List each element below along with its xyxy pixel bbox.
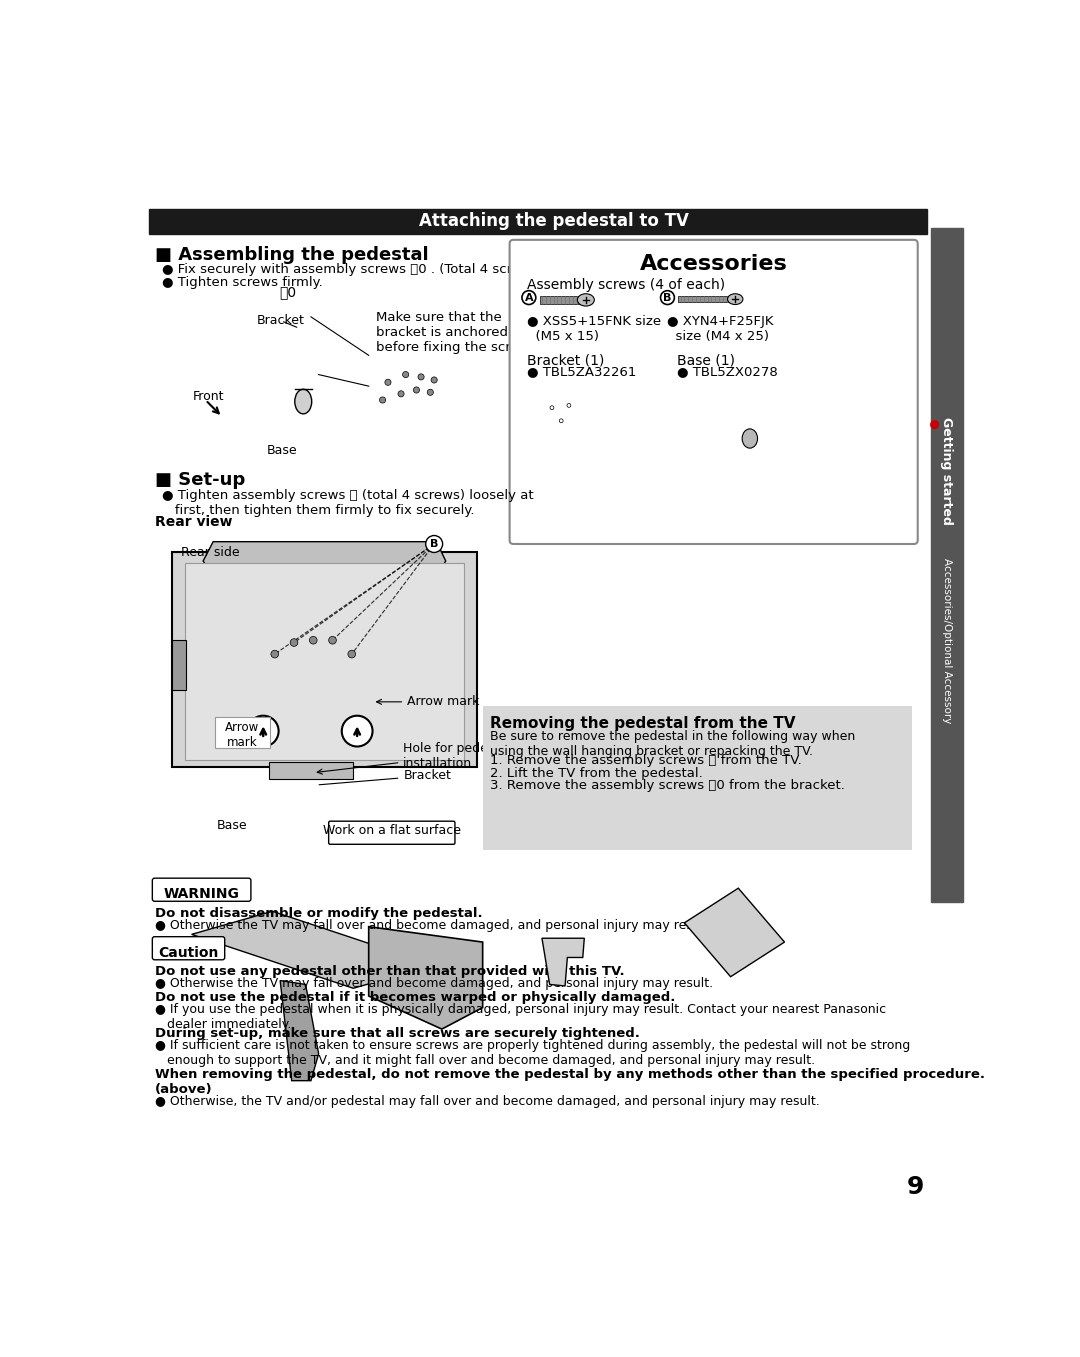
Text: ● Otherwise, the TV and/or pedestal may fall over and become damaged, and person: ● Otherwise, the TV and/or pedestal may … (154, 1095, 820, 1107)
Ellipse shape (578, 293, 594, 307)
Circle shape (418, 373, 424, 380)
Text: ● TBL5ZA32261: ● TBL5ZA32261 (527, 365, 636, 379)
Circle shape (397, 391, 404, 396)
FancyBboxPatch shape (152, 936, 225, 959)
Text: During set-up, make sure that all screws are securely tightened.: During set-up, make sure that all screws… (154, 1027, 639, 1039)
Text: B: B (430, 539, 438, 550)
Text: Do not disassemble or modify the pedestal.: Do not disassemble or modify the pedesta… (154, 906, 483, 920)
Text: 9: 9 (907, 1175, 924, 1200)
Circle shape (247, 715, 279, 746)
Bar (173, 641, 186, 691)
Bar (173, 552, 476, 767)
Text: Be sure to remove the pedestal in the following way when
using the wall hanging : Be sure to remove the pedestal in the fo… (490, 730, 855, 757)
Polygon shape (685, 889, 784, 977)
Bar (186, 563, 464, 760)
Text: Work on a flat surface: Work on a flat surface (323, 824, 461, 836)
Circle shape (559, 419, 563, 423)
Circle shape (426, 536, 443, 552)
Circle shape (341, 715, 373, 746)
Circle shape (522, 290, 536, 304)
Text: ● Fix securely with assembly screws ␰0 . (Total 4 screws): ● Fix securely with assembly screws ␰0 .… (162, 263, 543, 275)
Circle shape (384, 379, 391, 385)
Polygon shape (191, 912, 434, 988)
Text: Getting started: Getting started (941, 417, 954, 525)
FancyBboxPatch shape (328, 821, 455, 844)
Text: Accessories/Optional Accessory: Accessories/Optional Accessory (942, 558, 951, 723)
Text: Base (1): Base (1) (677, 354, 734, 368)
Text: Make sure that the
bracket is anchored
before fixing the screws.: Make sure that the bracket is anchored b… (377, 311, 541, 354)
Text: A: A (525, 293, 534, 303)
Text: Assembly screws (4 of each): Assembly screws (4 of each) (527, 278, 725, 292)
Text: 2. Lift the TV from the pedestal.: 2. Lift the TV from the pedestal. (490, 767, 703, 779)
Circle shape (348, 650, 355, 658)
Circle shape (431, 377, 437, 383)
Ellipse shape (742, 429, 757, 448)
Text: ● XYN4+F25FJK
  size (M4 x 25): ● XYN4+F25FJK size (M4 x 25) (667, 315, 774, 342)
Text: ● If sufficient care is not taken to ensure screws are properly tightened during: ● If sufficient care is not taken to ens… (154, 1039, 909, 1067)
Bar (215, 718, 270, 748)
Polygon shape (542, 938, 584, 987)
Text: ● Tighten screws firmly.: ● Tighten screws firmly. (162, 275, 323, 289)
Text: 3. Remove the assembly screws ␰0 from the bracket.: 3. Remove the assembly screws ␰0 from th… (490, 779, 846, 792)
Circle shape (309, 636, 318, 645)
Circle shape (414, 387, 419, 394)
Text: Bracket: Bracket (319, 769, 451, 784)
Text: ● Otherwise the TV may fall over and become damaged, and personal injury may res: ● Otherwise the TV may fall over and bec… (154, 919, 713, 932)
Text: ■ Assembling the pedestal: ■ Assembling the pedestal (154, 246, 429, 265)
Text: Front: Front (193, 389, 225, 403)
Circle shape (567, 403, 571, 407)
Text: Attaching the pedestal to TV: Attaching the pedestal to TV (419, 212, 688, 231)
Text: 1. Remove the assembly screws Ⓑ from the TV.: 1. Remove the assembly screws Ⓑ from the… (490, 754, 802, 767)
Ellipse shape (728, 293, 743, 304)
Bar (483, 706, 913, 851)
Bar (149, 209, 927, 233)
Text: ● Otherwise the TV may fall over and become damaged, and personal injury may res: ● Otherwise the TV may fall over and bec… (154, 977, 713, 991)
Circle shape (428, 389, 433, 395)
Circle shape (379, 396, 386, 403)
Bar (678, 296, 733, 303)
Text: Bracket: Bracket (257, 315, 305, 327)
Circle shape (931, 421, 939, 429)
Circle shape (271, 650, 279, 658)
Text: Rear side: Rear side (180, 547, 240, 559)
Polygon shape (203, 541, 446, 578)
Polygon shape (280, 981, 319, 1080)
Text: ● TBL5ZX0278: ● TBL5ZX0278 (677, 365, 778, 379)
Text: Caution: Caution (159, 946, 219, 959)
Bar (269, 761, 353, 779)
FancyBboxPatch shape (510, 240, 918, 544)
Polygon shape (261, 560, 395, 604)
Text: Bracket (1): Bracket (1) (527, 354, 604, 368)
Polygon shape (368, 927, 483, 1029)
Bar (540, 296, 584, 304)
Text: WARNING: WARNING (164, 887, 240, 901)
Circle shape (403, 372, 408, 377)
Text: Do not use any pedestal other than that provided with this TV.: Do not use any pedestal other than that … (154, 965, 624, 978)
FancyBboxPatch shape (152, 878, 251, 901)
Ellipse shape (295, 389, 312, 414)
Circle shape (550, 406, 554, 410)
Bar (931, 228, 963, 902)
Circle shape (328, 636, 336, 645)
Text: Arrow mark: Arrow mark (377, 695, 480, 708)
Text: ␰0: ␰0 (280, 285, 296, 299)
Text: B: B (663, 293, 672, 303)
Text: ■ Set-up: ■ Set-up (154, 471, 245, 489)
Text: Base: Base (267, 444, 298, 457)
Text: ● Tighten assembly screws Ⓑ (total 4 screws) loosely at
   first, then tighten t: ● Tighten assembly screws Ⓑ (total 4 scr… (162, 489, 534, 517)
Text: ● If you use the pedestal when it is physically damaged, personal injury may res: ● If you use the pedestal when it is phy… (154, 1003, 886, 1031)
Text: When removing the pedestal, do not remove the pedestal by any methods other than: When removing the pedestal, do not remov… (154, 1068, 985, 1096)
Text: Arrow
mark: Arrow mark (226, 721, 259, 749)
Text: Removing the pedestal from the TV: Removing the pedestal from the TV (490, 715, 796, 730)
Text: Base: Base (217, 818, 247, 832)
Text: Do not use the pedestal if it becomes warped or physically damaged.: Do not use the pedestal if it becomes wa… (154, 991, 675, 1004)
Text: Rear view: Rear view (154, 516, 232, 529)
Text: Accessories: Accessories (639, 254, 787, 274)
Text: ● XSS5+15FNK size
  (M5 x 15): ● XSS5+15FNK size (M5 x 15) (527, 315, 661, 342)
Circle shape (291, 639, 298, 646)
Circle shape (661, 290, 674, 304)
Text: Hole for pedestal
installation: Hole for pedestal installation (318, 742, 511, 773)
